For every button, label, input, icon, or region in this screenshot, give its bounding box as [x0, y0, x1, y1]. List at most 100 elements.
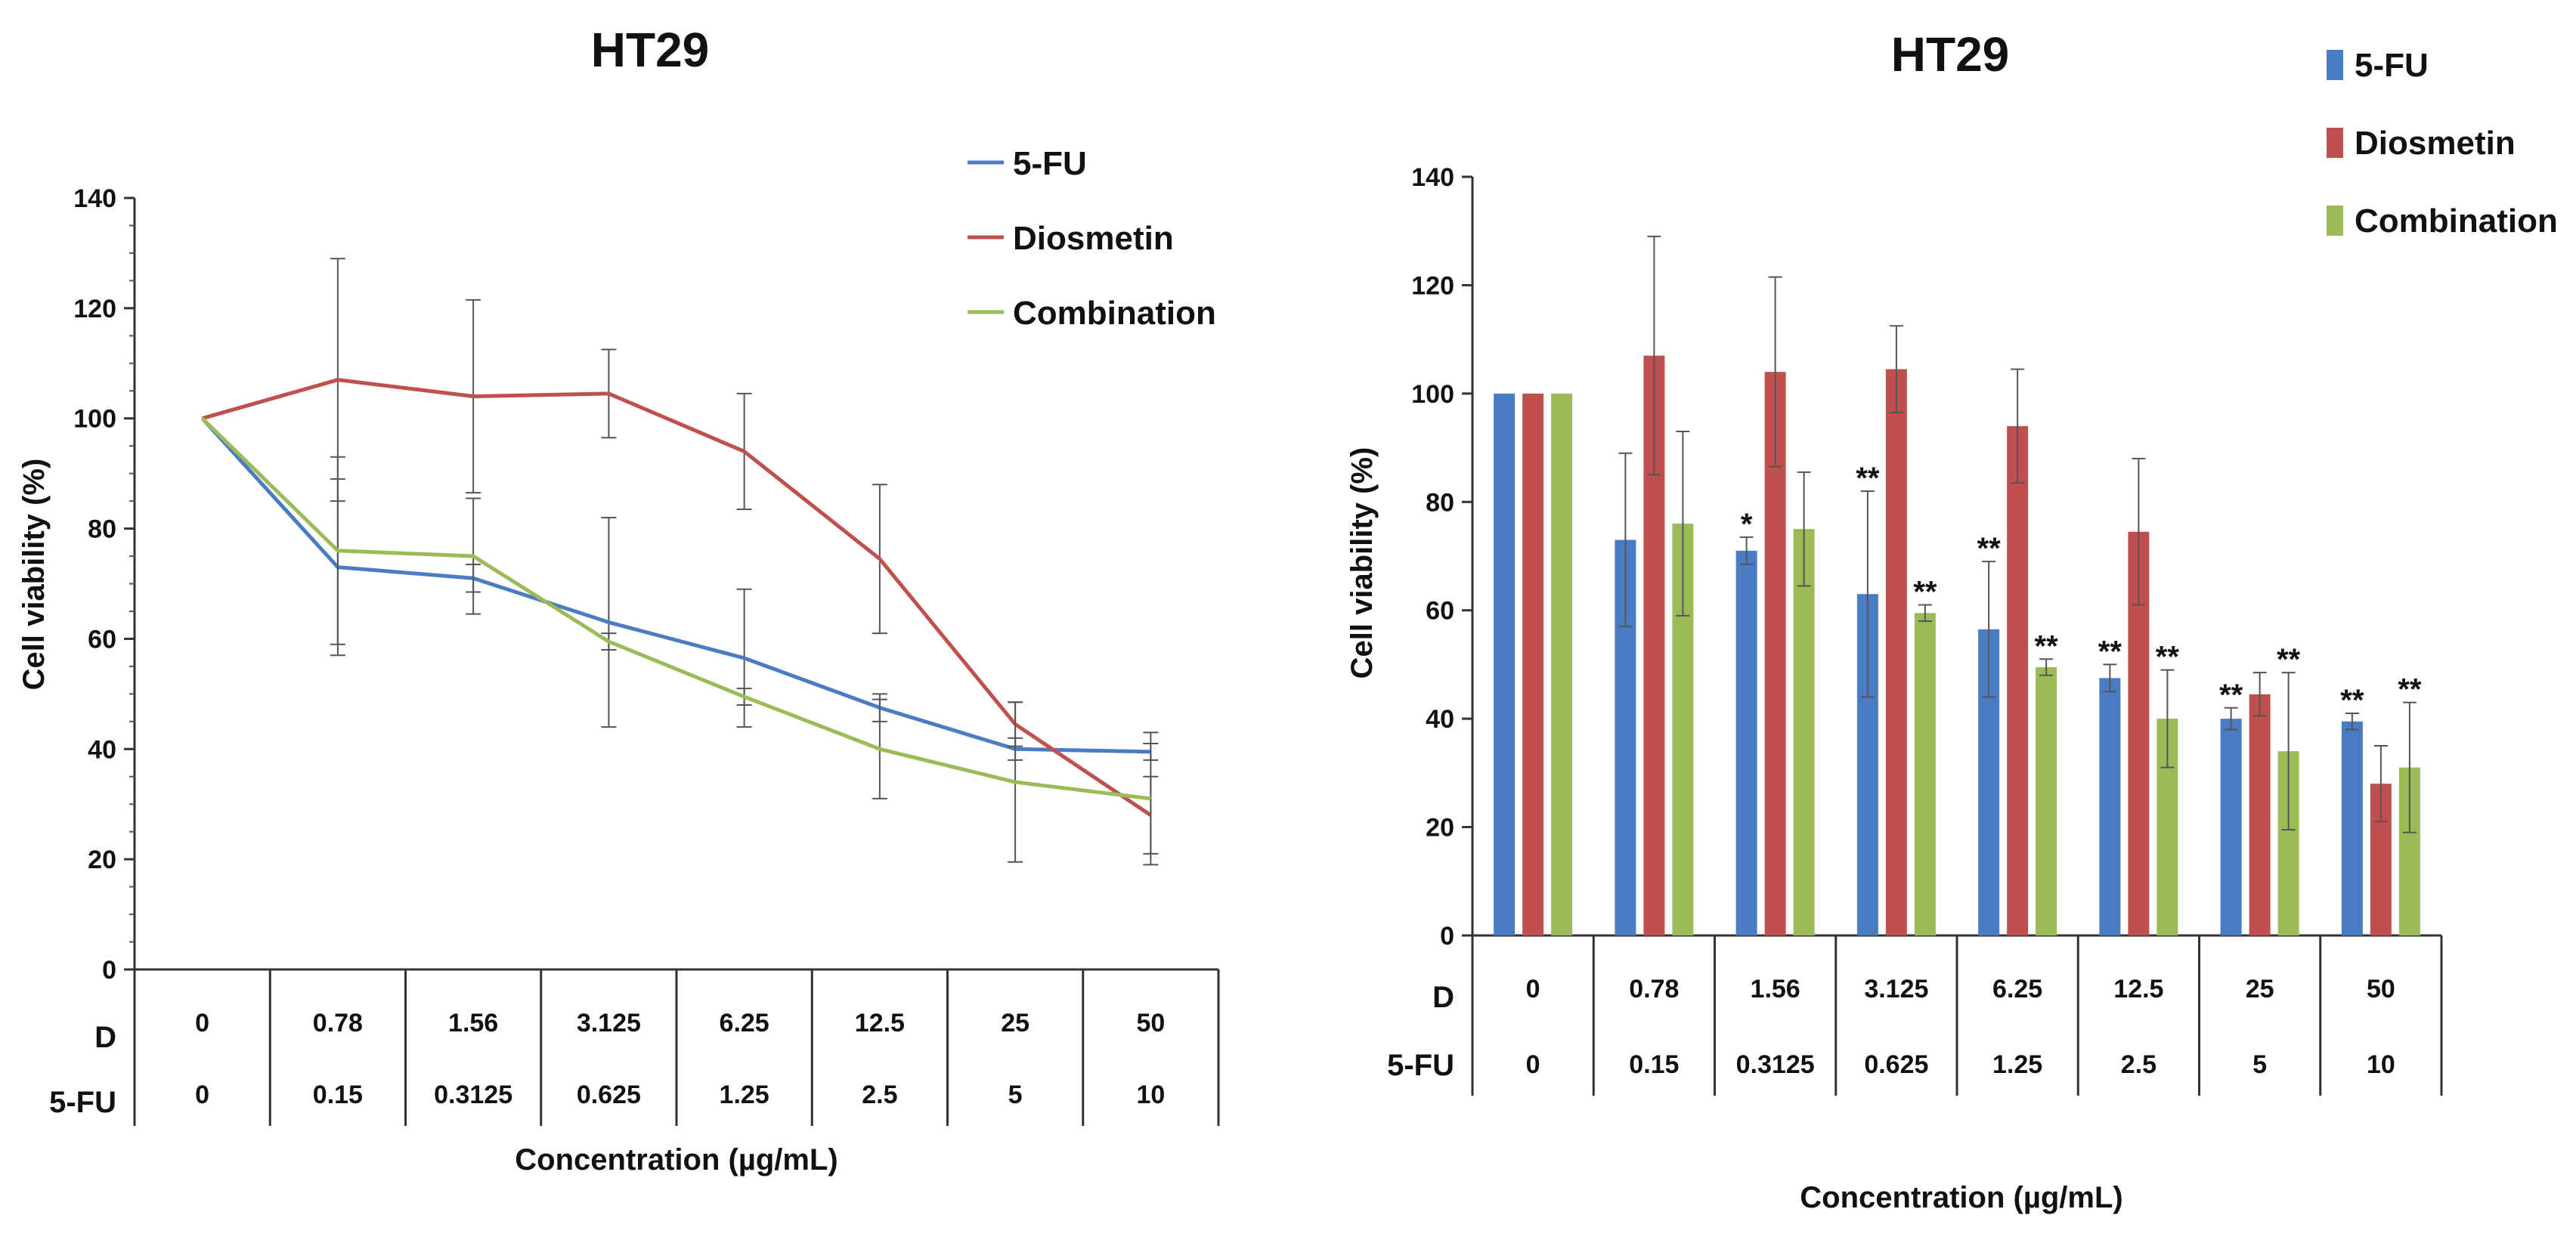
- bar-chart-bar: [2099, 678, 2121, 935]
- bar-chart-significance-marker: **: [2035, 629, 2059, 663]
- line-chart-point: [1014, 781, 1016, 783]
- bar-chart-cell-d: 25: [2246, 975, 2274, 1003]
- bar-chart-cell-d: 1.56: [1751, 975, 1800, 1003]
- bar-chart-legend-label: Combination: [2355, 203, 2558, 240]
- bar-chart-category-table: D 5-FU 0 0.78 1.56 3.125 6.25 12.5 25 50 0 0.15 0.31…: [1387, 935, 2443, 1096]
- bar-chart-y-tick-label: 0: [1440, 922, 1454, 951]
- bar-chart-y-tick-label: 120: [1411, 271, 1454, 300]
- line-chart-row-label-5fu: 5-FU: [49, 1086, 116, 1119]
- bar-chart-bar: [1793, 529, 1815, 935]
- bar-chart-legend: 5-FU Diosmetin Combination: [2327, 47, 2558, 240]
- line-chart-legend-label: Diosmetin: [1013, 220, 1174, 257]
- line-chart-point: [608, 622, 609, 623]
- line-chart: HT29 Cell viability (%) Concentration (µ…: [17, 23, 1220, 1177]
- line-chart-cell-d: 1.56: [448, 1009, 498, 1037]
- bar-chart-cell-5fu: 2.5: [2121, 1050, 2156, 1079]
- bar-chart-cell-5fu: 0.625: [1864, 1050, 1928, 1079]
- line-chart-series: [200, 258, 1159, 866]
- line-chart-point: [472, 396, 474, 397]
- bar-chart-cell-5fu: 1.25: [1992, 1050, 2042, 1079]
- bar-chart-significance-marker: **: [1913, 576, 1937, 609]
- bar-chart-significance-marker: **: [2340, 684, 2364, 717]
- bar-chart-significance-marker: *: [1741, 508, 1753, 541]
- bar-chart-bars: ********* ****** ** ****: [1494, 235, 2422, 936]
- bar-chart-y-tick-label: 40: [1426, 705, 1454, 734]
- bar-chart-cell-5fu: 0.15: [1629, 1050, 1679, 1079]
- bar-chart-bar: [1735, 550, 1757, 935]
- bar-chart-bar: [2249, 694, 2271, 935]
- bar-chart-significance-marker: **: [2098, 635, 2122, 668]
- bar-chart-cell-d: 50: [2367, 975, 2395, 1003]
- bar-chart-cell-d: 6.25: [1992, 975, 2042, 1003]
- bar-chart-legend-swatch: [2327, 128, 2343, 158]
- line-chart-cell-d: 6.25: [720, 1009, 769, 1037]
- bar-chart-bar: [1914, 613, 1936, 935]
- line-chart-series-line: [200, 417, 1151, 754]
- line-chart-cell-d: 25: [1001, 1009, 1029, 1037]
- bar-chart-significance-marker: **: [1856, 462, 1880, 495]
- line-chart-category-table: D 5-FU 0 0.78 1.56 3.125 6.25 12.5 25 50 0 0.15 0.31…: [49, 969, 1220, 1126]
- bar-chart-significance-marker: **: [2277, 643, 2301, 676]
- line-chart-cell-5fu: 10: [1136, 1081, 1165, 1109]
- line-chart-series-line: [201, 378, 1152, 817]
- bar-chart-cell-d: 0.78: [1629, 975, 1679, 1003]
- line-chart-legend-label: Combination: [1013, 295, 1216, 332]
- line-chart-y-axis-label: Cell viability (%): [17, 459, 51, 691]
- bar-chart: HT29 Cell viability (%) Concentration (µ…: [1345, 27, 2558, 1214]
- line-chart-point: [744, 657, 745, 659]
- bar-chart-bar: [2341, 721, 2363, 935]
- bar-chart-legend-swatch: [2327, 206, 2343, 236]
- line-chart-point: [1150, 798, 1151, 799]
- line-chart-x-axis-label: Concentration (µg/mL): [515, 1143, 838, 1177]
- line-chart-point: [744, 450, 745, 452]
- line-chart-y-tick-label: 20: [88, 846, 116, 874]
- line-chart-title: HT29: [591, 23, 710, 77]
- bar-chart-cell-5fu: 10: [2367, 1050, 2395, 1079]
- bar-chart-y-tick-label: 20: [1426, 814, 1454, 843]
- line-chart-y-tick-label: 40: [88, 735, 116, 764]
- bar-chart-significance-marker: **: [2156, 641, 2180, 674]
- line-chart-cell-5fu: 1.25: [720, 1081, 769, 1109]
- line-chart-point: [337, 550, 339, 552]
- bar-chart-cell-5fu: 0: [1526, 1050, 1540, 1079]
- bar-chart-row-label-5fu: 5-FU: [1387, 1049, 1454, 1082]
- line-chart-point: [608, 393, 609, 394]
- bar-chart-row-label-d: D: [1432, 981, 1454, 1014]
- line-chart-cell-5fu: 0: [195, 1081, 209, 1109]
- bar-chart-cell-d: 12.5: [2113, 975, 2163, 1003]
- bar-chart-y-tick-label: 100: [1411, 380, 1454, 409]
- bar-chart-y-tick-label: 60: [1426, 597, 1454, 626]
- bar-chart-legend-label: 5-FU: [2355, 47, 2429, 84]
- line-chart-y-tick-label: 60: [88, 625, 116, 654]
- bar-chart-cell-5fu: 0.3125: [1736, 1050, 1815, 1079]
- line-chart-cell-5fu: 5: [1008, 1081, 1023, 1109]
- bar-chart-legend-swatch: [2327, 50, 2343, 80]
- line-chart-legend: 5-FU Diosmetin Combination: [968, 145, 1216, 332]
- bar-chart-cell-d: 0: [1526, 975, 1540, 1003]
- line-chart-point: [879, 558, 881, 560]
- bar-chart-bar: [2007, 425, 2029, 935]
- bar-chart-bar: [2036, 667, 2057, 935]
- bar-chart-y-tick-label: 140: [1411, 163, 1454, 192]
- bar-chart-bar: [1522, 393, 1544, 935]
- line-chart-cell-d: 12.5: [855, 1009, 905, 1037]
- bar-chart-significance-marker: **: [1977, 532, 2002, 565]
- line-chart-series-line: [200, 416, 1151, 801]
- bar-chart-y-tick-label: 80: [1426, 488, 1454, 517]
- line-chart-cell-d: 0.78: [313, 1009, 363, 1037]
- line-chart-cell-5fu: 0.15: [313, 1081, 363, 1109]
- line-chart-point: [202, 418, 203, 419]
- line-chart-point: [337, 379, 339, 381]
- bar-chart-bar: [1885, 369, 1907, 936]
- bar-chart-significance-marker: **: [2398, 673, 2422, 707]
- line-chart-y-tick-label: 0: [102, 956, 116, 985]
- bar-chart-y-axis-label: Cell viability (%): [1345, 447, 1379, 679]
- bar-chart-title: HT29: [1891, 27, 2010, 82]
- line-chart-row-label-d: D: [94, 1021, 116, 1054]
- line-chart-cell-d: 0: [195, 1009, 209, 1037]
- line-chart-y-tick-label: 120: [73, 295, 116, 323]
- line-chart-cell-d: 3.125: [577, 1009, 641, 1037]
- bar-chart-bar: [1551, 393, 1573, 935]
- line-chart-y-tick-label: 140: [73, 184, 116, 213]
- bar-chart-bar: [2220, 719, 2242, 935]
